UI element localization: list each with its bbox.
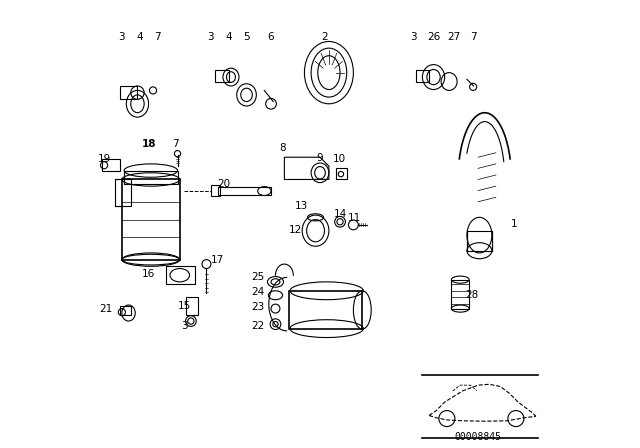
- Text: 7: 7: [470, 32, 477, 42]
- Text: 4: 4: [136, 32, 143, 42]
- Bar: [122, 180, 180, 260]
- Text: 25: 25: [251, 271, 264, 281]
- Text: 2: 2: [321, 32, 328, 42]
- Text: 3: 3: [410, 32, 417, 42]
- Bar: [451, 280, 469, 309]
- Text: 23: 23: [251, 302, 264, 312]
- Text: 18: 18: [141, 139, 156, 149]
- Bar: [124, 171, 177, 184]
- Text: 13: 13: [294, 201, 308, 211]
- Bar: [216, 70, 228, 82]
- Bar: [211, 185, 220, 196]
- Text: 27: 27: [447, 32, 460, 42]
- Text: 1: 1: [510, 219, 517, 229]
- Text: 21: 21: [99, 304, 112, 314]
- Text: 3: 3: [118, 32, 125, 42]
- Text: 4: 4: [225, 32, 232, 42]
- Bar: [335, 168, 347, 180]
- Bar: [120, 86, 138, 99]
- Text: 26: 26: [427, 32, 440, 42]
- Text: 5: 5: [243, 32, 250, 42]
- Bar: [289, 291, 362, 329]
- Bar: [102, 159, 120, 171]
- Bar: [218, 187, 271, 195]
- Bar: [115, 180, 131, 206]
- Text: 3: 3: [207, 32, 214, 42]
- Text: 15: 15: [177, 302, 191, 311]
- Text: 17: 17: [211, 254, 224, 265]
- Text: 12: 12: [289, 225, 301, 235]
- Text: 6: 6: [268, 32, 275, 42]
- Bar: [120, 306, 131, 315]
- Text: 7: 7: [154, 32, 161, 42]
- Text: 14: 14: [333, 209, 347, 219]
- Text: 8: 8: [279, 143, 285, 153]
- Text: 10: 10: [333, 155, 346, 164]
- Text: 16: 16: [142, 269, 156, 279]
- Bar: [467, 231, 492, 251]
- Text: 9: 9: [317, 153, 323, 163]
- Text: 20: 20: [218, 179, 231, 189]
- Text: 19: 19: [97, 155, 111, 164]
- Text: 22: 22: [251, 320, 264, 331]
- Text: 3: 3: [181, 321, 188, 332]
- Bar: [186, 297, 198, 315]
- Bar: [416, 70, 429, 82]
- Text: 00008845: 00008845: [454, 432, 502, 442]
- Bar: [166, 266, 195, 284]
- Text: 28: 28: [465, 290, 478, 300]
- Text: 24: 24: [251, 287, 264, 297]
- Polygon shape: [284, 157, 329, 180]
- Text: 11: 11: [348, 213, 362, 223]
- Text: 7: 7: [172, 139, 179, 149]
